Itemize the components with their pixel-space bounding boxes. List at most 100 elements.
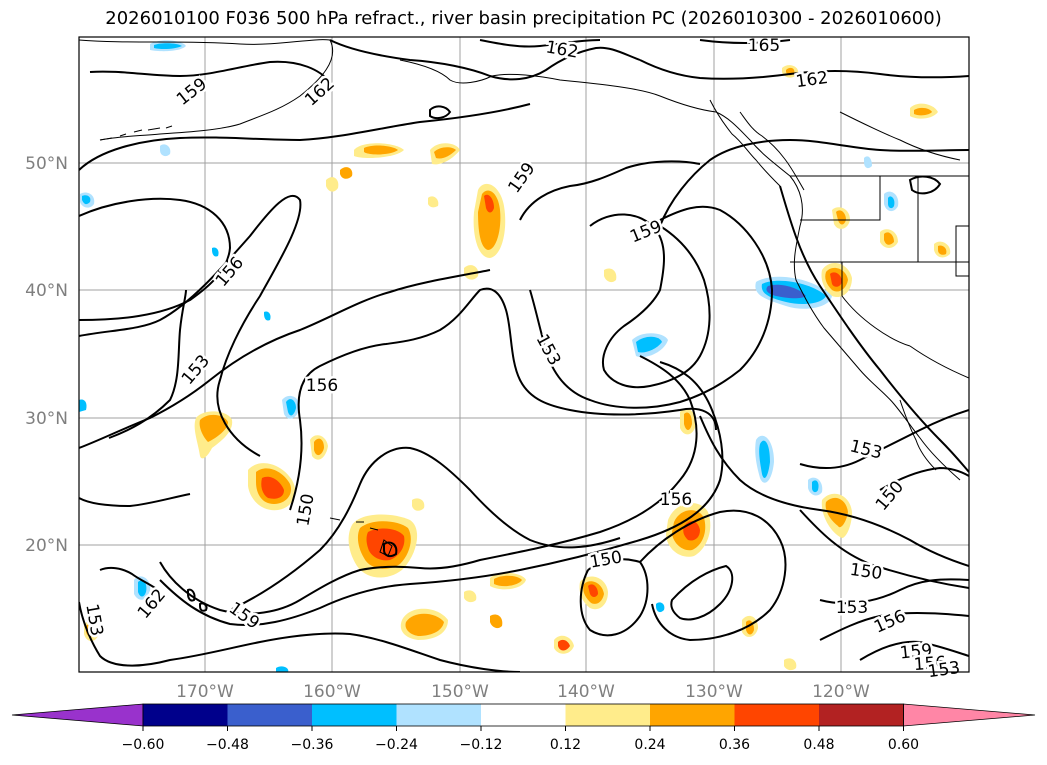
shade-blob-negative <box>138 580 147 597</box>
border-state <box>800 176 881 221</box>
border-canada <box>839 111 961 161</box>
contour-153 <box>529 205 774 409</box>
contour-153 <box>79 493 191 508</box>
colorbar-swatch <box>227 704 313 726</box>
contour-162 <box>99 566 159 591</box>
colorbar-tick-label: 0.24 <box>634 737 665 753</box>
latitude-labels: 50°N 40°N 30°N 20°N <box>25 154 68 556</box>
shade-blob-negative <box>79 399 87 412</box>
contour-label: 153 <box>836 598 868 618</box>
contour-156 <box>79 194 302 457</box>
lon-label-150w: 150°W <box>431 682 489 702</box>
shade-blob <box>484 194 494 213</box>
coastline-bc-islands <box>739 111 805 191</box>
shade-blob <box>684 412 692 430</box>
lat-label-40n: 40°N <box>25 281 68 301</box>
colorbar-tick-label: −0.48 <box>206 737 249 753</box>
colorbar-swatch <box>650 704 735 726</box>
shade-blob <box>464 265 479 280</box>
colorbar-tick-label: −0.36 <box>291 737 334 753</box>
colorbar-swatch <box>565 704 651 726</box>
shade-blob-negative <box>766 284 806 299</box>
colorbar-tick-label: −0.24 <box>375 737 418 753</box>
lon-label-160w: 160°W <box>303 682 361 702</box>
colorbar-swatch <box>481 704 566 726</box>
contour-label: 156 <box>306 376 338 396</box>
shade-blob-negative <box>264 311 271 321</box>
shade-blob-negative <box>286 399 296 416</box>
lon-label-120w: 120°W <box>812 682 870 702</box>
shade-blob-negative <box>864 156 872 169</box>
colorbar-swatch <box>143 704 228 726</box>
shade-blob <box>434 147 456 159</box>
lat-label-30n: 30°N <box>25 409 68 429</box>
shade-blob <box>464 590 477 603</box>
contour-162 <box>89 60 331 83</box>
contour-label: 162 <box>544 37 579 62</box>
shade-blob <box>588 584 598 597</box>
contour-159 <box>79 103 531 171</box>
shade-blob-negative <box>812 480 819 493</box>
shade-blob <box>428 196 439 208</box>
shade-blob <box>364 145 398 155</box>
shade-blob-negative <box>888 196 895 209</box>
coastlines <box>79 39 969 557</box>
shade-blob <box>326 177 339 192</box>
contour-label: 156 <box>660 490 692 510</box>
contour-153 <box>639 509 787 642</box>
shade-blob-negative <box>160 144 171 157</box>
contour-153 <box>819 578 969 605</box>
contour-loop <box>383 541 398 558</box>
contour-loop <box>199 602 208 612</box>
border-us-mexico <box>909 345 969 379</box>
shade-blob-negative <box>759 440 770 478</box>
lat-label-50n: 50°N <box>25 154 68 174</box>
contour-159 <box>79 197 232 321</box>
colorbar-outline <box>142 703 904 727</box>
colorbar-tick-label: 0.36 <box>719 737 750 753</box>
contour-162 <box>329 39 641 81</box>
shade-blob <box>261 476 284 499</box>
border-state <box>841 262 911 347</box>
colorbar-swatch <box>734 704 820 726</box>
shade-blob <box>836 210 846 225</box>
shade-blob <box>490 614 503 629</box>
contour-150 <box>879 466 969 491</box>
figure-title: 2026010100 F036 500 hPa refract., river … <box>105 8 942 29</box>
contour-156 <box>670 564 734 621</box>
colorbar: −0.60 −0.48 −0.36 −0.24 −0.12 0.12 0.24 0.36 0.4… <box>11 703 1036 753</box>
coastline-bc-islands <box>709 99 781 187</box>
shade-blob-negative <box>656 602 665 613</box>
colorbar-extend-low <box>11 703 144 727</box>
contour-label: 165 <box>748 36 780 56</box>
shade-blob-negative <box>82 195 91 205</box>
contour-156 <box>779 185 969 473</box>
shade-blob <box>478 190 501 250</box>
shade-blob <box>314 438 324 456</box>
shade-blob <box>199 414 228 442</box>
shade-blob <box>914 107 932 116</box>
coastline-north-america <box>399 59 961 481</box>
contour-150 <box>579 558 649 637</box>
shade-blob-negative <box>212 247 219 257</box>
shade-blob <box>340 167 353 179</box>
contour-153 <box>79 601 521 672</box>
gridlines <box>79 37 969 672</box>
longitude-labels: 170°W 160°W 150°W 140°W 130°W 120°W <box>176 682 870 702</box>
colorbar-tick-label: −0.12 <box>460 737 503 753</box>
colorbar-extend-high <box>903 703 1036 727</box>
contour-loop <box>187 588 196 602</box>
lon-label-170w: 170°W <box>176 682 234 702</box>
contour-159 <box>859 640 969 661</box>
shade-blob <box>412 498 425 511</box>
aleutian-islands <box>99 125 173 141</box>
lat-label-20n: 20°N <box>25 536 68 556</box>
contour-label: 156 <box>913 653 947 675</box>
shade-blob-negative <box>636 336 662 353</box>
shade-blob <box>558 639 570 651</box>
contour-159 <box>159 361 724 627</box>
shade-blob <box>830 272 842 287</box>
map-area <box>79 37 969 672</box>
